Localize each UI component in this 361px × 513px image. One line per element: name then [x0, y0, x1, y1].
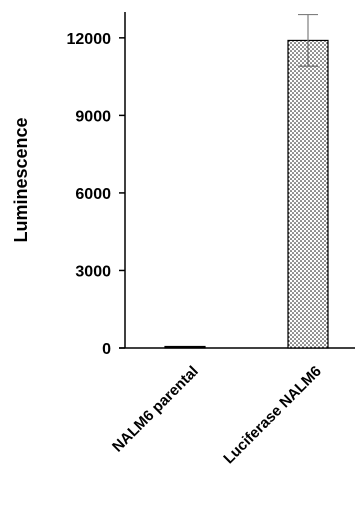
y-tick-label: 6000 — [75, 186, 111, 203]
y-axis-title: Luminescence — [11, 117, 31, 242]
bars-layer — [164, 39, 329, 349]
bar-2 — [287, 39, 329, 349]
y-tick-label: 0 — [102, 341, 111, 358]
error-bars-layer — [298, 13, 318, 67]
y-tick-label: 12000 — [67, 31, 112, 48]
labels-layer: 0 3000 6000 9000 12000 Luminescence NALM6 pare… — [11, 31, 325, 468]
bar-1 — [164, 345, 206, 349]
y-tick-label: 9000 — [75, 108, 111, 125]
y-tick-label: 3000 — [75, 263, 111, 280]
x-category-label: NALM6 parental — [109, 363, 202, 456]
x-category-label: Luciferase NALM6 — [220, 363, 325, 468]
